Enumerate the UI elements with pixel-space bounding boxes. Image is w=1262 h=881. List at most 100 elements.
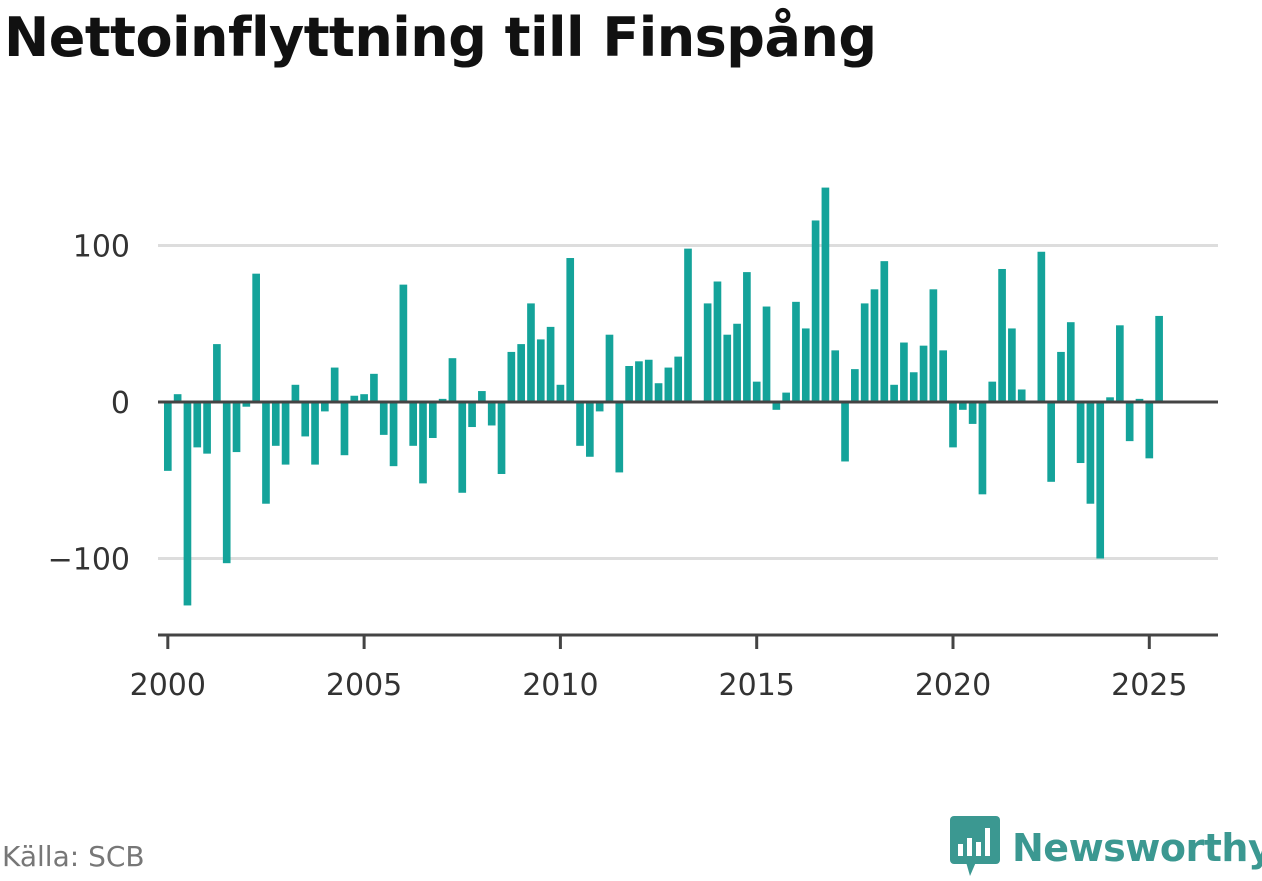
bar (615, 402, 624, 473)
bar (478, 391, 486, 403)
bar (1145, 402, 1154, 459)
bar (605, 334, 614, 402)
bar (1057, 351, 1065, 402)
bar (409, 402, 418, 446)
bar (625, 366, 633, 402)
bar (988, 381, 997, 402)
y-tick-label: 100 (73, 230, 130, 265)
bar (1116, 325, 1124, 402)
bar (222, 402, 231, 564)
bar (909, 372, 918, 402)
x-tick-label: 2025 (1111, 668, 1187, 703)
bar (811, 220, 820, 402)
bar (939, 350, 948, 402)
bar (546, 326, 555, 402)
bar (674, 356, 683, 402)
bar (330, 367, 339, 402)
bar (576, 402, 584, 446)
bar (831, 350, 840, 402)
bar (998, 268, 1006, 403)
bar (252, 273, 260, 402)
bar (1017, 389, 1026, 402)
bar (203, 402, 211, 454)
bar (733, 323, 741, 402)
bar (870, 289, 879, 402)
chart-title: Nettoinflyttning till Finspång (4, 6, 877, 69)
bar (232, 402, 241, 453)
bar (762, 306, 771, 402)
x-tick-label: 2010 (522, 668, 598, 703)
bar (497, 402, 506, 474)
bar (399, 284, 408, 403)
bar (389, 402, 398, 467)
bar (458, 402, 467, 493)
bar (664, 367, 673, 402)
bar (684, 248, 692, 402)
brand: Newsworthy (950, 815, 1262, 878)
bar (654, 383, 663, 402)
bar (379, 402, 388, 435)
bar (468, 402, 476, 428)
bar (792, 301, 800, 402)
bar (1086, 402, 1095, 504)
bar (919, 345, 928, 402)
bar (487, 402, 496, 426)
bar (517, 344, 525, 403)
bar (860, 303, 869, 402)
bar (968, 402, 977, 424)
bar (321, 402, 329, 412)
bar (929, 289, 938, 402)
x-tick-label: 2005 (326, 668, 402, 703)
bar (752, 381, 761, 402)
bar (340, 402, 349, 456)
x-tick-label: 2015 (719, 668, 795, 703)
bar (556, 384, 565, 402)
bar (370, 373, 378, 402)
bar (527, 303, 535, 402)
bar (262, 402, 270, 504)
source-note: Källa: SCB (2, 840, 145, 873)
y-tick-label: 0 (111, 386, 130, 421)
x-tick-label: 2000 (130, 668, 206, 703)
bar (1106, 397, 1114, 403)
bar (743, 272, 751, 402)
bar (978, 402, 987, 495)
bar (448, 358, 457, 402)
bar (350, 395, 359, 402)
bar (890, 384, 898, 402)
bar (1066, 322, 1075, 402)
bar (183, 402, 192, 606)
bar (723, 334, 732, 402)
bar (173, 394, 182, 402)
bar (1008, 328, 1016, 402)
bar (1096, 402, 1105, 559)
bar (1076, 402, 1085, 464)
bar (713, 281, 722, 402)
bar (782, 392, 790, 402)
bar (900, 342, 908, 402)
bar (880, 261, 889, 402)
bar (193, 402, 202, 448)
bar (801, 328, 810, 402)
x-tick-label: 2020 (915, 668, 991, 703)
bar (536, 339, 545, 402)
bar (703, 303, 712, 402)
bar (1047, 402, 1055, 482)
y-tick-label: −100 (48, 543, 130, 578)
bars (163, 187, 1163, 606)
bar (635, 361, 643, 402)
bar (1135, 398, 1144, 402)
bar (213, 344, 221, 403)
bar (851, 369, 859, 402)
bar (821, 187, 830, 402)
bar (163, 402, 172, 471)
bar (301, 402, 310, 437)
bar (281, 402, 290, 465)
bar (419, 402, 427, 484)
bar (428, 402, 437, 438)
bar (291, 384, 300, 402)
brand-name: Newsworthy (1012, 826, 1262, 870)
bar (949, 402, 957, 448)
bar (772, 402, 781, 410)
bar (595, 402, 604, 412)
